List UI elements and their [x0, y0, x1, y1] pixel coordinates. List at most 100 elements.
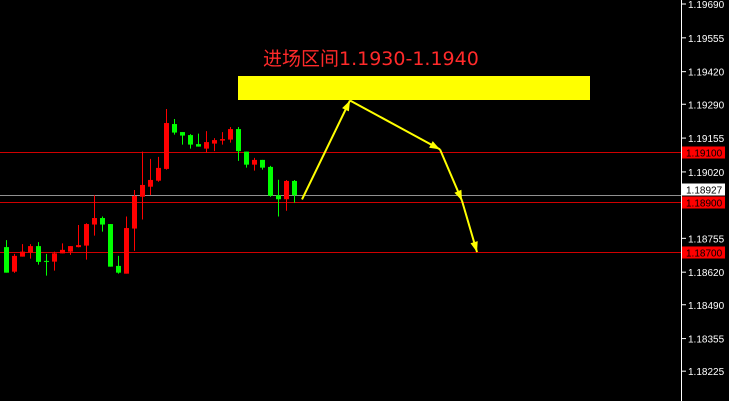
candle-body	[140, 184, 145, 197]
candle	[236, 127, 241, 161]
candle	[252, 157, 257, 171]
candle-body	[228, 129, 233, 140]
level-lines	[0, 152, 681, 253]
candle	[204, 131, 209, 153]
y-tick-label: 1.18755	[688, 234, 725, 245]
candle-body	[116, 265, 121, 273]
candles	[4, 109, 297, 276]
candle	[12, 253, 17, 273]
candle-body	[188, 135, 193, 145]
candle	[164, 109, 169, 170]
candle	[268, 165, 273, 197]
candle-body	[236, 129, 241, 152]
candle-body	[260, 159, 265, 168]
candle	[20, 244, 25, 257]
candle-body	[108, 224, 113, 267]
candle	[44, 253, 49, 276]
current-price-tag-label: 1.18927	[686, 186, 723, 197]
price-tags: 1.18927 1.19100 1.18900 1.18700	[682, 146, 725, 260]
candle	[36, 242, 41, 265]
candle-body	[28, 246, 33, 253]
candle-body	[76, 245, 81, 248]
projected-path-arrows	[301, 99, 478, 253]
candle	[156, 156, 161, 182]
candle	[28, 244, 33, 259]
arrowhead-icon	[470, 241, 478, 253]
level-price-tag-label: 1.19100	[686, 149, 723, 160]
y-tick-label: 1.19420	[688, 68, 725, 79]
candle	[292, 179, 297, 203]
arrowhead-icon	[342, 100, 350, 112]
candle	[68, 246, 73, 255]
candle	[84, 223, 89, 260]
candle	[228, 127, 233, 143]
arrowhead-icon	[454, 189, 462, 201]
y-tick-label: 1.19155	[688, 134, 725, 145]
candle-body	[20, 251, 25, 257]
candle	[172, 119, 177, 135]
candle-body	[204, 142, 209, 149]
entry-zone-annotation: 进场区间1.1930-1.1940	[263, 48, 479, 70]
level-price-tag	[682, 146, 725, 159]
candle-body	[164, 123, 169, 169]
candle	[4, 240, 9, 273]
candle	[52, 251, 57, 271]
candle-body	[84, 224, 89, 246]
candle	[132, 189, 137, 251]
candle-body	[276, 195, 281, 200]
arrow-segment	[301, 100, 351, 200]
candle	[60, 243, 65, 254]
candle-body	[124, 228, 129, 274]
candle-body	[60, 249, 65, 254]
candle-body	[52, 253, 57, 262]
candle-body	[220, 139, 225, 141]
candle-body	[268, 166, 273, 196]
candle	[180, 132, 185, 145]
candle	[76, 225, 81, 248]
level-price-tag-label: 1.18900	[686, 199, 723, 210]
candle-body	[212, 140, 217, 144]
current-price-tag	[682, 183, 725, 196]
candle	[212, 138, 217, 152]
candle	[148, 158, 153, 195]
y-tick-label: 1.19555	[688, 34, 725, 45]
candle-body	[44, 260, 49, 262]
candle-body	[132, 195, 137, 229]
candle	[244, 151, 249, 168]
candle-body	[148, 179, 153, 187]
y-tick-label: 1.18355	[688, 335, 725, 346]
candle-body	[292, 180, 297, 196]
candle-body	[92, 218, 97, 225]
level-price-tag	[682, 196, 725, 209]
candle-body	[252, 159, 257, 165]
candle	[100, 216, 105, 232]
y-tick-label: 1.18490	[688, 301, 725, 312]
candle-body	[196, 144, 201, 147]
candle-body	[68, 246, 73, 252]
level-price-tag-label: 1.18700	[686, 249, 723, 260]
candle	[284, 179, 289, 211]
y-tick-label: 1.18225	[688, 367, 725, 378]
candle	[260, 159, 265, 170]
candle	[196, 133, 201, 147]
y-tick-label: 1.19290	[688, 100, 725, 111]
candle	[92, 195, 97, 236]
entry-zone-box	[238, 76, 590, 100]
y-tick-label: 1.18620	[688, 268, 725, 279]
candle-body	[180, 132, 185, 136]
candle	[220, 132, 225, 145]
candle	[116, 255, 121, 274]
arrow-segment	[349, 99, 441, 151]
price-axis: 1.19690 1.19555 1.19420 1.19290 1.19155 1.190…	[682, 0, 725, 378]
candle-body	[12, 255, 17, 272]
y-tick-label: 1.19020	[688, 168, 725, 179]
candle	[140, 151, 145, 220]
candle	[276, 179, 281, 217]
level-price-tag	[682, 246, 725, 259]
candle-body	[244, 151, 249, 165]
candle	[188, 134, 193, 149]
candle-body	[36, 246, 41, 262]
candle-body	[100, 218, 105, 225]
arrowhead-icon	[429, 141, 440, 150]
candle-body	[4, 247, 9, 273]
